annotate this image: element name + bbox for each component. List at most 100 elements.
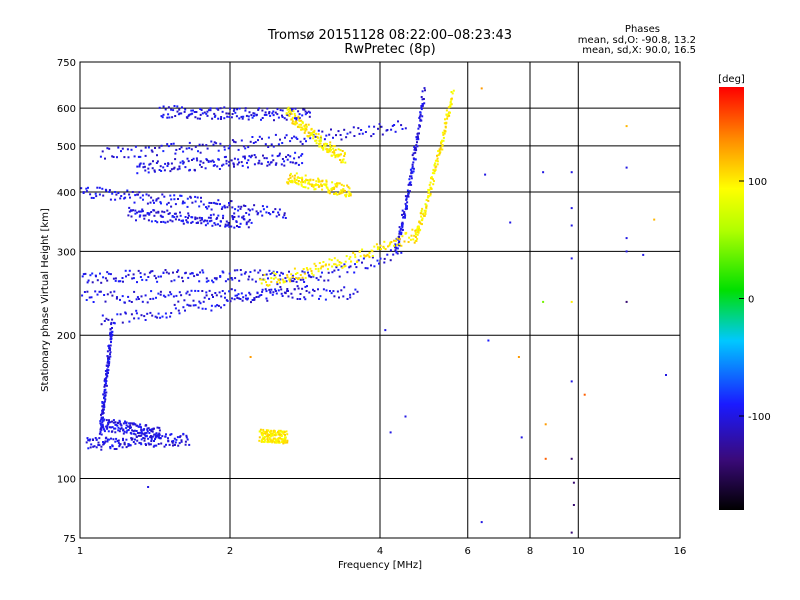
data-point bbox=[179, 194, 182, 197]
data-point bbox=[257, 212, 260, 215]
data-point bbox=[357, 259, 360, 262]
data-point bbox=[305, 290, 308, 292]
data-point bbox=[160, 275, 162, 278]
data-point bbox=[268, 434, 271, 436]
data-point bbox=[188, 147, 191, 150]
data-point bbox=[224, 206, 227, 209]
data-point bbox=[119, 197, 122, 200]
data-point bbox=[161, 215, 164, 218]
data-point bbox=[236, 269, 239, 272]
data-point bbox=[151, 314, 154, 317]
data-point bbox=[433, 172, 436, 175]
data-point bbox=[137, 425, 140, 428]
data-point bbox=[423, 102, 426, 105]
data-point bbox=[115, 423, 118, 426]
data-point bbox=[570, 224, 573, 227]
data-point bbox=[110, 426, 113, 429]
data-point bbox=[101, 412, 104, 415]
data-point bbox=[419, 111, 422, 114]
data-point bbox=[125, 431, 128, 434]
data-point bbox=[209, 216, 212, 219]
data-point bbox=[447, 106, 450, 109]
data-point bbox=[276, 283, 279, 286]
data-point bbox=[193, 275, 196, 278]
data-point bbox=[259, 430, 262, 433]
data-point bbox=[155, 444, 158, 447]
data-point bbox=[277, 211, 280, 214]
data-point bbox=[103, 406, 106, 408]
data-point bbox=[272, 210, 275, 213]
data-point bbox=[167, 440, 170, 443]
data-point bbox=[265, 157, 268, 160]
data-point bbox=[261, 117, 264, 119]
data-point bbox=[210, 140, 213, 143]
data-point bbox=[265, 431, 267, 434]
data-point bbox=[396, 252, 399, 255]
data-point bbox=[225, 112, 228, 115]
data-point bbox=[435, 165, 438, 168]
data-point bbox=[380, 125, 383, 128]
data-point bbox=[292, 110, 295, 113]
data-point bbox=[224, 225, 227, 228]
data-point bbox=[134, 145, 137, 148]
data-point bbox=[337, 153, 340, 156]
data-point bbox=[282, 431, 285, 434]
data-point bbox=[263, 273, 266, 276]
data-point bbox=[285, 430, 288, 433]
data-point bbox=[277, 289, 280, 292]
data-point bbox=[269, 440, 272, 442]
data-point bbox=[339, 159, 341, 161]
data-point bbox=[417, 138, 420, 141]
data-point bbox=[235, 115, 238, 118]
data-point bbox=[125, 446, 128, 449]
data-point bbox=[284, 277, 287, 280]
data-point bbox=[307, 274, 310, 277]
data-point bbox=[299, 140, 302, 143]
data-point bbox=[398, 244, 401, 247]
data-point bbox=[312, 274, 315, 277]
data-point bbox=[279, 286, 282, 288]
data-point bbox=[92, 445, 95, 448]
data-point bbox=[224, 155, 227, 158]
data-point bbox=[439, 151, 442, 154]
data-point bbox=[375, 243, 378, 246]
data-point bbox=[127, 273, 130, 276]
data-point bbox=[125, 427, 128, 429]
data-point bbox=[167, 272, 170, 275]
data-point bbox=[150, 436, 153, 439]
data-point bbox=[408, 178, 411, 181]
data-point bbox=[289, 176, 292, 179]
data-point bbox=[340, 138, 343, 141]
data-point bbox=[122, 280, 124, 283]
data-point bbox=[94, 192, 97, 195]
data-point bbox=[180, 219, 183, 222]
data-point bbox=[295, 120, 298, 123]
data-point bbox=[114, 279, 117, 282]
data-point bbox=[418, 226, 420, 229]
data-point bbox=[349, 131, 352, 134]
data-point bbox=[119, 428, 122, 430]
data-point bbox=[267, 440, 270, 442]
data-point bbox=[152, 297, 155, 300]
data-point bbox=[396, 247, 399, 250]
data-point bbox=[349, 293, 352, 296]
data-point bbox=[114, 431, 117, 434]
data-point bbox=[282, 433, 285, 436]
data-point bbox=[210, 202, 213, 204]
data-point bbox=[278, 431, 281, 434]
data-point bbox=[303, 137, 306, 140]
data-point bbox=[422, 98, 425, 100]
data-point bbox=[242, 204, 245, 207]
data-point bbox=[333, 295, 336, 298]
data-point bbox=[234, 294, 237, 297]
data-point bbox=[109, 446, 112, 448]
data-point bbox=[267, 161, 270, 164]
data-point bbox=[89, 274, 92, 277]
data-point bbox=[291, 274, 294, 277]
data-point bbox=[192, 304, 195, 307]
data-point bbox=[309, 111, 311, 114]
data-point bbox=[114, 421, 117, 424]
data-point bbox=[217, 149, 220, 152]
data-point bbox=[180, 146, 183, 149]
data-point bbox=[411, 163, 414, 166]
